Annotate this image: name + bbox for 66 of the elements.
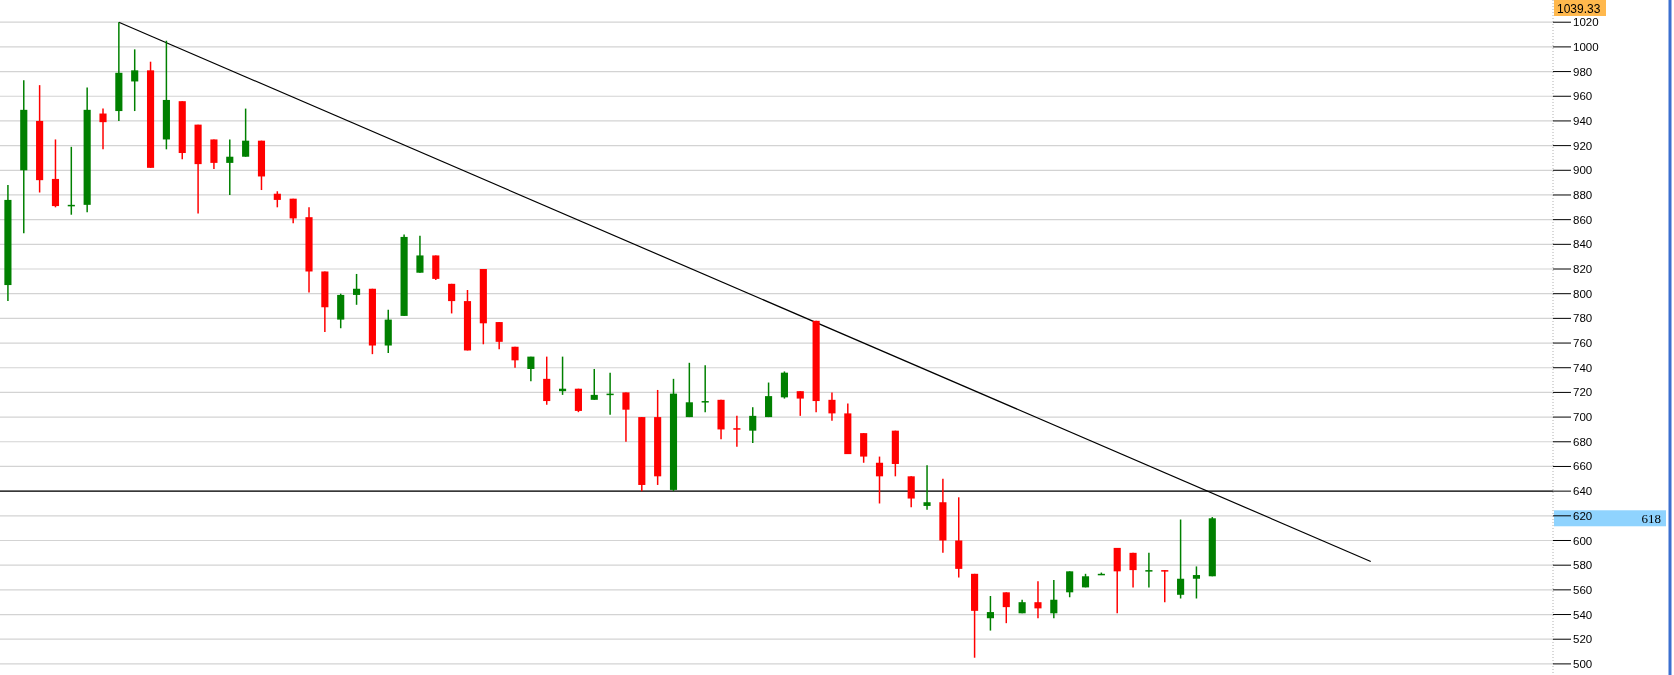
candlestick	[1002, 591, 1010, 624]
y-tick-label: 620	[1573, 509, 1593, 522]
y-tick-label: 1020	[1573, 16, 1599, 29]
y-tick-label: 880	[1573, 189, 1593, 201]
y-tick-label: 680	[1573, 435, 1593, 448]
candlestick	[543, 355, 551, 406]
y-tick-label: 960	[1573, 90, 1593, 103]
candlestick	[923, 464, 931, 511]
candlestick	[1192, 565, 1201, 600]
y-tick-label: 700	[1573, 411, 1593, 424]
candlestick	[860, 432, 868, 464]
candlestick	[352, 273, 361, 306]
candlestick	[448, 283, 456, 315]
y-tick-label: 920	[1573, 139, 1593, 152]
y-tick-label: 500	[1573, 657, 1593, 670]
candlestick	[289, 197, 297, 225]
candlestick	[907, 475, 915, 508]
candlestick	[210, 138, 218, 170]
candlestick	[590, 368, 598, 401]
candlestick	[416, 234, 424, 274]
candlestick	[99, 107, 107, 151]
y-tick-label: 800	[1573, 287, 1593, 300]
y-tick-label: 520	[1573, 633, 1593, 646]
y-tick-label: 580	[1573, 559, 1593, 572]
candlestick	[749, 406, 757, 444]
candlestick	[226, 138, 234, 196]
candlestick	[1129, 552, 1137, 589]
candlestick	[495, 321, 503, 350]
candlestick	[432, 254, 440, 281]
candlestick	[1034, 580, 1042, 619]
y-tick-label: 540	[1573, 608, 1593, 621]
candlestick	[765, 381, 773, 418]
y-tick-label: 900	[1573, 164, 1593, 177]
candlestick	[1145, 552, 1153, 589]
candlestick	[1050, 579, 1058, 619]
y-tick-label: 980	[1573, 65, 1593, 78]
candlestick	[1113, 547, 1121, 615]
y-tick-label: 940	[1573, 114, 1593, 127]
y-tick-label: 1000	[1573, 40, 1599, 53]
y-tick-label: 760	[1573, 337, 1593, 350]
candlestick	[622, 391, 630, 443]
y-tick-label: 640	[1573, 485, 1593, 498]
y-tick-label: 660	[1573, 460, 1593, 473]
candlestick	[701, 364, 709, 413]
candlestick	[527, 355, 535, 383]
candlestick	[242, 107, 250, 158]
y-tick-label: 820	[1573, 263, 1593, 276]
candlestick	[986, 595, 994, 632]
y-tick-label: 560	[1573, 583, 1593, 596]
candlestick	[796, 390, 804, 417]
candlestick	[875, 455, 884, 505]
candlestick	[1177, 518, 1185, 600]
y-tick-label: 840	[1573, 238, 1593, 251]
text: 618	[1641, 511, 1661, 527]
y-tick-label: 740	[1573, 361, 1593, 374]
y-tick-label: 600	[1573, 534, 1593, 547]
candlestick	[685, 362, 693, 418]
text: 1039.33	[1557, 1, 1601, 16]
candlestick	[1161, 569, 1169, 603]
y-tick-label: 780	[1573, 312, 1593, 325]
candlestick	[828, 391, 836, 422]
candlestick	[1066, 570, 1074, 599]
candlestick	[131, 48, 139, 112]
candlestick	[733, 415, 741, 448]
y-tick-label: 720	[1573, 386, 1593, 399]
y-tick-label: 860	[1573, 213, 1593, 226]
